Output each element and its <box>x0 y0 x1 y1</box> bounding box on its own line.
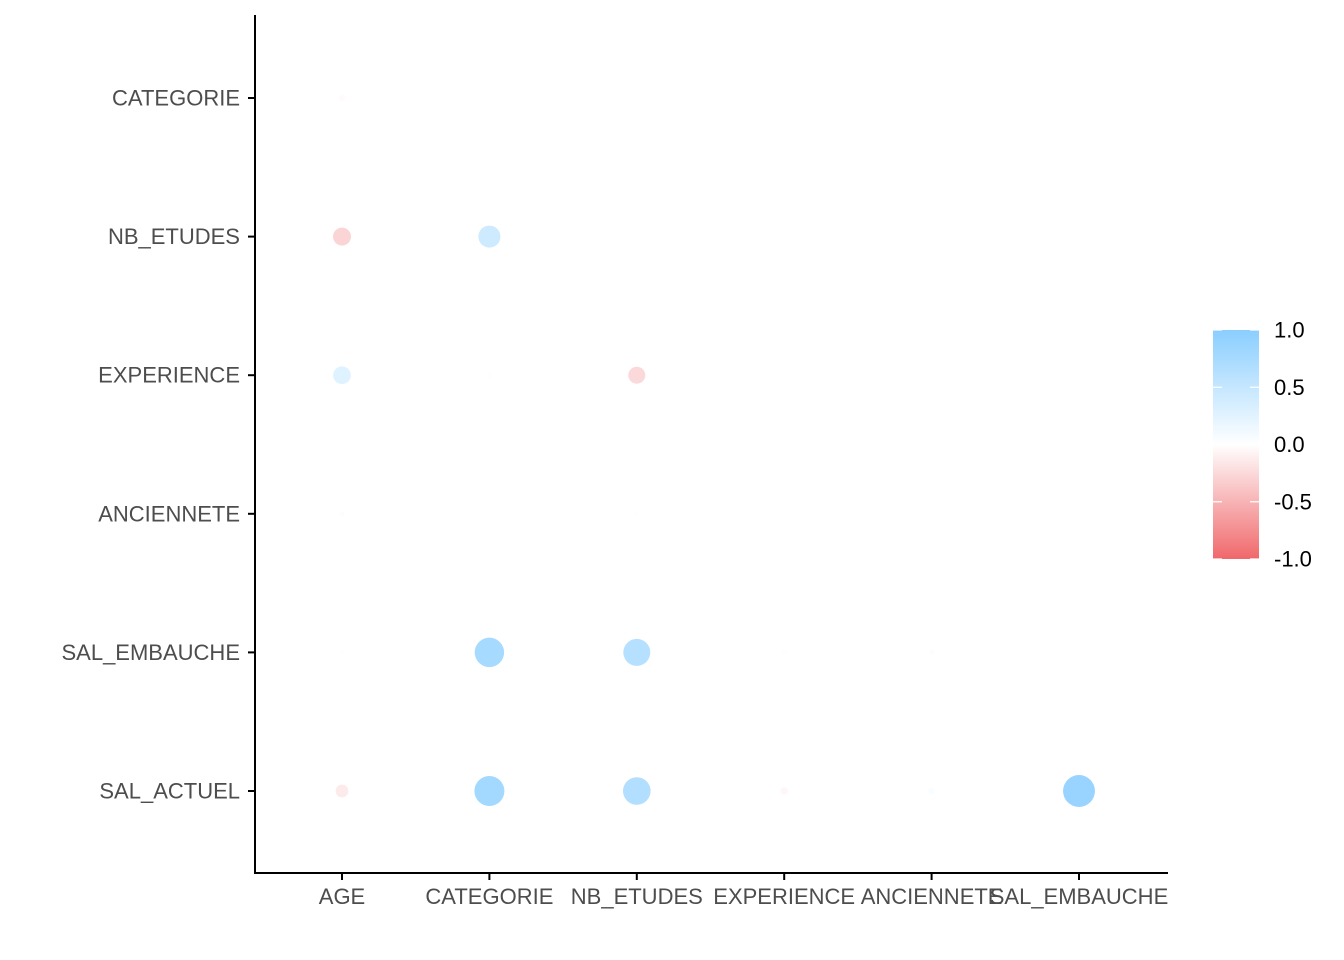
legend-tick-label: 0.5 <box>1274 375 1305 400</box>
corr-point-age-nb_etudes <box>333 227 351 246</box>
corr-point-categorie-sal_actuel <box>474 775 505 807</box>
x-axis-ticks: AGE CATEGORIE NB_ETUDES EXPERIENCE ANCIENNET… <box>319 873 1168 909</box>
corr-point-experience-sal_actuel <box>780 787 788 795</box>
corr-point-age-anciennete <box>339 511 345 517</box>
legend-tick-label: -0.5 <box>1274 489 1312 514</box>
corr-point-categorie-experience <box>486 372 492 378</box>
corr-point-nb_etudes-sal_actuel <box>622 777 651 805</box>
corr-point-age-sal_embauche <box>339 649 345 655</box>
legend-ticks: 1.0 0.5 0.0 -0.5 -1.0 <box>1213 318 1312 572</box>
corr-point-age-experience <box>333 366 351 385</box>
corr-point-sal_embauche-sal_actuel <box>1063 775 1095 807</box>
corr-point-nb_etudes-experience <box>628 366 646 384</box>
x-tick-label: AGE <box>319 884 365 909</box>
y-tick-label: SAL_EMBAUCHE <box>61 640 240 665</box>
legend-tick-label: 1.0 <box>1274 318 1305 343</box>
corr-point-anciennete-sal_embauche <box>929 649 935 655</box>
corr-point-nb_etudes-anciennete <box>634 511 640 517</box>
legend-tick-label: -1.0 <box>1274 547 1312 572</box>
y-axis-ticks: CATEGORIE NB_ETUDES EXPERIENCE ANCIENNETE SA… <box>61 86 255 804</box>
corr-point-experience-sal_embauche <box>781 649 787 655</box>
corr-point-categorie-sal_embauche <box>474 637 505 668</box>
corr-point-categorie-anciennete <box>486 511 492 517</box>
x-tick-label: NB_ETUDES <box>571 884 703 909</box>
x-tick-label: SAL_EMBAUCHE <box>990 884 1169 909</box>
x-tick-label: CATEGORIE <box>425 884 553 909</box>
corr-point-anciennete-sal_actuel <box>928 787 935 795</box>
corr-point-age-categorie <box>339 95 345 101</box>
y-tick-label: ANCIENNETE <box>98 501 240 526</box>
y-tick-label: CATEGORIE <box>112 86 240 111</box>
corr-point-categorie-nb_etudes <box>478 225 501 248</box>
x-tick-label: ANCIENNETE <box>861 884 1003 909</box>
corr-point-experience-anciennete <box>781 511 787 517</box>
y-tick-label: SAL_ACTUEL <box>99 779 240 804</box>
color-legend: 1.0 0.5 0.0 -0.5 -1.0 <box>1213 318 1312 572</box>
corr-point-nb_etudes-sal_embauche <box>623 638 651 666</box>
corr-point-age-sal_actuel <box>335 784 349 798</box>
x-tick-label: EXPERIENCE <box>713 884 855 909</box>
y-tick-label: EXPERIENCE <box>98 363 240 388</box>
points-layer <box>333 95 1095 807</box>
legend-tick-label: 0.0 <box>1274 432 1305 457</box>
y-tick-label: NB_ETUDES <box>108 224 240 249</box>
